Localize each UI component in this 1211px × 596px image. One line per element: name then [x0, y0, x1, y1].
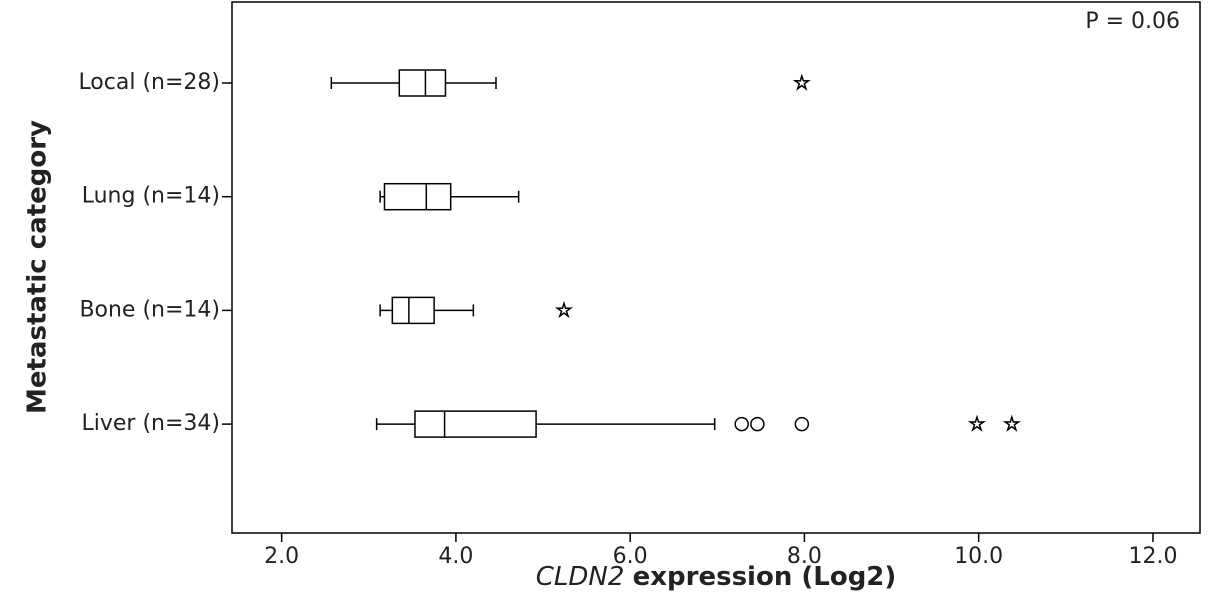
x-tick-label: 8.0 — [787, 544, 822, 569]
y-tick-label: Bone (n=14) — [79, 297, 220, 322]
x-axis-label: CLDN2 expression (Log2) — [536, 562, 897, 592]
y-tick-label: Local (n=28) — [78, 70, 220, 95]
x-tick-label: 6.0 — [613, 544, 648, 569]
x-axis-label-gene: CLDN2 — [536, 562, 625, 592]
y-tick-label: Lung (n=14) — [82, 184, 220, 209]
extreme — [1002, 414, 1021, 432]
x-tick-label: 2.0 — [264, 544, 299, 569]
extreme — [967, 414, 987, 432]
extreme — [792, 73, 811, 91]
y-axis-label: Metastatic category — [23, 120, 53, 414]
extreme — [554, 300, 574, 319]
x-tick-label: 4.0 — [438, 544, 473, 569]
box — [414, 410, 537, 438]
x-tick-label: 10.0 — [954, 544, 1003, 569]
x-tick-label: 12.0 — [1128, 544, 1177, 569]
plot-frame — [231, 1, 1201, 534]
outlier — [734, 416, 749, 432]
y-tick-label: Liver (n=34) — [82, 411, 221, 436]
x-axis-label-text: expression (Log2) — [633, 562, 897, 592]
box — [391, 296, 435, 325]
outlier — [750, 416, 765, 432]
outlier — [794, 416, 810, 432]
box — [398, 69, 447, 97]
annotation: P = 0.06 — [1085, 9, 1180, 34]
box — [383, 182, 452, 211]
